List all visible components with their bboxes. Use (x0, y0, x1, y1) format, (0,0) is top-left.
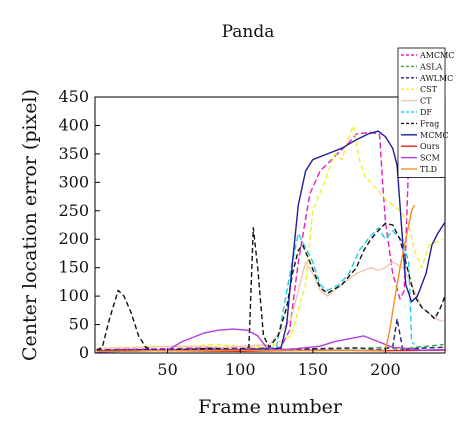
legend-label: AWLMC (419, 74, 453, 83)
legend-label: MCMC (420, 131, 449, 140)
series-line-scm (96, 328, 446, 353)
y-tick-label: 350 (58, 144, 89, 163)
x-axis-label: Frame number (198, 396, 343, 418)
legend-box (397, 47, 446, 178)
chart-title: Panda (222, 22, 275, 42)
legend-label: CT (420, 97, 432, 106)
legend-label: DF (420, 108, 432, 117)
legend-label: SCM (420, 154, 440, 163)
y-tick-label: 0 (79, 343, 89, 362)
series-line-mcmc (96, 130, 446, 352)
series-line-ct (96, 261, 444, 350)
y-tick-label: 400 (58, 115, 89, 134)
legend-label: CST (420, 85, 438, 94)
x-tick-label: 100 (225, 360, 256, 379)
plot-area (94, 96, 446, 354)
y-axis-label: Center location error (pixel) (19, 89, 41, 361)
series-line-tld (96, 204, 416, 352)
x-tick-label: 50 (157, 360, 177, 379)
legend-label: Frag (420, 119, 439, 128)
y-tick-label: 100 (58, 286, 89, 305)
x-tick-label: 150 (298, 360, 329, 379)
x-tick-label: 200 (370, 360, 401, 379)
legend: AMCMC ASLA AWLMC CST CT DF Frag MCMC Ours SCM TLD (397, 47, 454, 178)
series-line-frag (96, 222, 446, 351)
legend-label: AMCMC (419, 51, 454, 60)
y-tick-label: 200 (58, 229, 89, 248)
y-tick-label: 150 (58, 258, 89, 277)
series-line-asla (96, 343, 444, 352)
y-tick-label: 300 (58, 172, 89, 191)
y-tick-label: 450 (58, 87, 89, 106)
y-tick-label: 50 (69, 315, 89, 334)
legend-label: Ours (420, 142, 440, 151)
series-line-cst (96, 124, 444, 350)
legend-label: ASLA (419, 62, 443, 71)
y-tick-label: 250 (58, 201, 89, 220)
legend-label: TLD (420, 165, 437, 174)
